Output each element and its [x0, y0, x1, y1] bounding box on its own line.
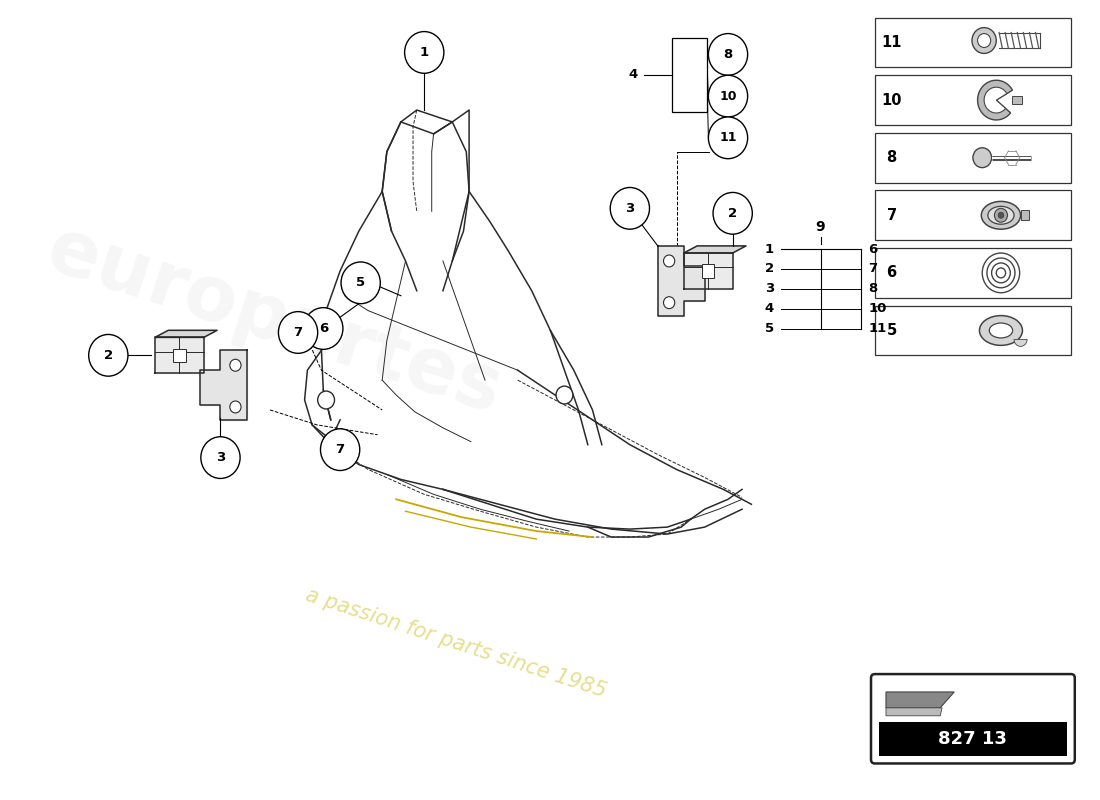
Text: 3: 3 — [764, 282, 773, 295]
Polygon shape — [684, 253, 733, 289]
Text: 11: 11 — [868, 322, 887, 335]
Text: 6: 6 — [319, 322, 328, 335]
FancyBboxPatch shape — [871, 674, 1075, 763]
Circle shape — [708, 75, 748, 117]
Text: 5: 5 — [887, 323, 896, 338]
Text: 7: 7 — [294, 326, 302, 339]
Circle shape — [998, 212, 1004, 218]
Bar — [173, 349, 186, 362]
Circle shape — [318, 391, 334, 409]
Circle shape — [713, 193, 752, 234]
Bar — [874, 18, 1071, 67]
Circle shape — [663, 255, 674, 267]
Text: 3: 3 — [625, 202, 635, 215]
Ellipse shape — [988, 206, 1014, 224]
Text: 4: 4 — [628, 68, 637, 82]
Polygon shape — [200, 350, 246, 420]
Text: 7: 7 — [336, 443, 344, 456]
Bar — [874, 248, 1071, 298]
Text: 1: 1 — [764, 242, 773, 255]
Text: 4: 4 — [764, 302, 773, 315]
Text: 11: 11 — [719, 131, 737, 144]
Circle shape — [610, 187, 649, 229]
Wedge shape — [984, 87, 1006, 113]
Wedge shape — [978, 80, 1012, 120]
Wedge shape — [1014, 339, 1027, 346]
Circle shape — [972, 28, 997, 54]
Circle shape — [201, 437, 240, 478]
Text: 9: 9 — [816, 220, 825, 234]
Text: 1: 1 — [420, 46, 429, 59]
Circle shape — [556, 386, 573, 404]
Circle shape — [320, 429, 360, 470]
Text: 2: 2 — [103, 349, 113, 362]
Bar — [874, 190, 1071, 240]
Polygon shape — [886, 692, 954, 708]
Circle shape — [304, 308, 343, 350]
Circle shape — [972, 148, 991, 168]
Polygon shape — [684, 246, 746, 253]
Circle shape — [994, 208, 1008, 222]
Text: europartes: europartes — [37, 212, 512, 429]
Bar — [874, 133, 1071, 182]
Polygon shape — [886, 708, 942, 716]
Ellipse shape — [981, 202, 1021, 229]
Text: a passion for parts since 1985: a passion for parts since 1985 — [302, 585, 608, 702]
Text: 8: 8 — [724, 48, 733, 61]
Bar — [1012, 96, 1022, 104]
Text: 8: 8 — [868, 282, 878, 295]
Text: 6: 6 — [868, 242, 878, 255]
Text: 5: 5 — [764, 322, 773, 335]
Polygon shape — [658, 246, 705, 315]
Circle shape — [405, 31, 444, 74]
Circle shape — [341, 262, 381, 304]
Circle shape — [978, 34, 991, 47]
Text: 7: 7 — [868, 262, 878, 275]
Bar — [702, 264, 715, 278]
Ellipse shape — [989, 323, 1013, 338]
Ellipse shape — [979, 315, 1022, 346]
Text: 2: 2 — [728, 207, 737, 220]
Bar — [1021, 210, 1028, 220]
Text: 11: 11 — [881, 35, 902, 50]
Circle shape — [230, 401, 241, 413]
Circle shape — [708, 117, 748, 158]
Text: 10: 10 — [868, 302, 887, 315]
Bar — [879, 722, 1067, 755]
Text: 10: 10 — [881, 93, 902, 107]
Circle shape — [278, 312, 318, 354]
Text: 5: 5 — [356, 276, 365, 290]
Circle shape — [89, 334, 128, 376]
Circle shape — [230, 359, 241, 371]
Bar — [874, 75, 1071, 125]
Text: 2: 2 — [764, 262, 773, 275]
Text: 3: 3 — [216, 451, 225, 464]
Polygon shape — [155, 330, 217, 338]
Polygon shape — [155, 338, 204, 374]
Text: 827 13: 827 13 — [938, 730, 1008, 748]
Text: 8: 8 — [887, 150, 896, 165]
Bar — [672, 38, 707, 112]
Text: 6: 6 — [887, 266, 896, 280]
Circle shape — [663, 297, 674, 309]
Text: 10: 10 — [719, 90, 737, 102]
Bar — [874, 306, 1071, 355]
Circle shape — [708, 34, 748, 75]
Text: 7: 7 — [887, 208, 896, 222]
